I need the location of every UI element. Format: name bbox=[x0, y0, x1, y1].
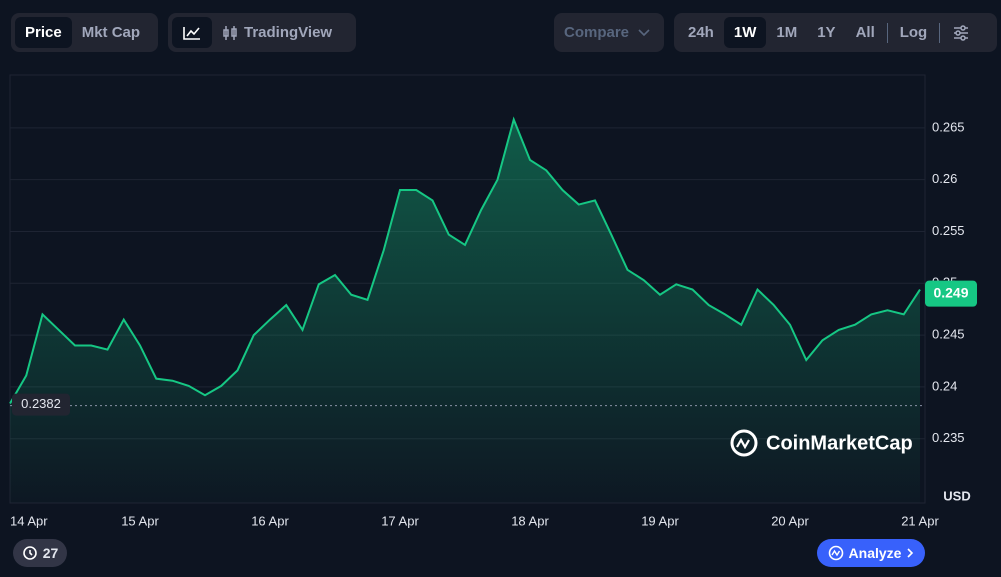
x-tick-label: 14 Apr bbox=[10, 513, 48, 528]
y-tick-label: 0.235 bbox=[932, 430, 965, 445]
y-tick-label: 0.265 bbox=[932, 119, 965, 134]
separator bbox=[939, 22, 941, 43]
range-button[interactable]: 1M bbox=[776, 24, 798, 41]
settings-icon bbox=[954, 24, 969, 41]
x-tick-label: 15 Apr bbox=[121, 513, 159, 528]
range-button[interactable]: 1W bbox=[723, 17, 767, 48]
price-button[interactable]: Price bbox=[15, 17, 72, 48]
range-toggle: 24h 1W 1M 1Y All Log bbox=[674, 13, 997, 52]
y-tick-label: 0.255 bbox=[932, 223, 965, 238]
history-icon bbox=[22, 546, 37, 560]
analyze-icon bbox=[828, 545, 843, 561]
history-count: 27 bbox=[42, 545, 59, 561]
y-tick-label: 0.245 bbox=[932, 327, 965, 342]
price-area bbox=[10, 119, 920, 504]
y-tick-label: 0.25 bbox=[932, 275, 957, 290]
range-button[interactable]: 24h bbox=[688, 24, 714, 41]
chart-style-toggle: TradingView bbox=[168, 13, 356, 52]
candle-icon bbox=[223, 25, 237, 40]
x-tick-label: 18 Apr bbox=[511, 513, 549, 528]
y-tick-label: 0.24 bbox=[932, 378, 957, 393]
mkt-cap-button[interactable]: Mkt Cap bbox=[81, 24, 141, 41]
range-button[interactable]: All bbox=[855, 24, 875, 41]
tradingview-label: TradingView bbox=[244, 24, 333, 41]
chevron bbox=[638, 28, 650, 36]
line-icon bbox=[183, 26, 200, 40]
compare-dropdown[interactable]: Compare bbox=[554, 13, 664, 52]
y-tick-label: 0.26 bbox=[932, 171, 957, 186]
price-toggle: Price Mkt Cap bbox=[11, 13, 158, 52]
range-button[interactable]: 1Y bbox=[817, 24, 836, 41]
x-tick-label: 17 Apr bbox=[381, 513, 419, 528]
compare-label: Compare bbox=[564, 24, 630, 41]
x-tick-label: 20 Apr bbox=[771, 513, 809, 528]
log-button[interactable]: Log bbox=[899, 24, 928, 41]
x-tick-label: 16 Apr bbox=[251, 513, 289, 528]
plot-frame bbox=[9, 74, 926, 504]
y-unit: USD bbox=[943, 488, 970, 503]
analyze-button[interactable]: Analyze bbox=[817, 539, 925, 567]
line-chart-button[interactable] bbox=[172, 17, 212, 48]
chevron-right bbox=[907, 548, 914, 558]
x-tick-label: 21 Apr bbox=[901, 513, 939, 528]
watermark: CoinMarketCap bbox=[730, 429, 913, 457]
price-line bbox=[9, 116, 921, 405]
last-price-tag bbox=[925, 280, 977, 307]
start-price-label: 0.2382 bbox=[21, 396, 61, 411]
start-price-tag bbox=[12, 393, 70, 416]
settings-button[interactable] bbox=[942, 17, 980, 48]
watermark-text: CoinMarketCap bbox=[766, 432, 913, 454]
history-badge[interactable]: 27 bbox=[13, 539, 67, 567]
analyze-label: Analyze bbox=[848, 545, 902, 561]
tradingview-button[interactable]: TradingView bbox=[212, 17, 342, 48]
separator bbox=[886, 22, 888, 43]
last-price-label: 0.249 bbox=[933, 284, 968, 300]
x-tick-label: 19 Apr bbox=[641, 513, 679, 528]
